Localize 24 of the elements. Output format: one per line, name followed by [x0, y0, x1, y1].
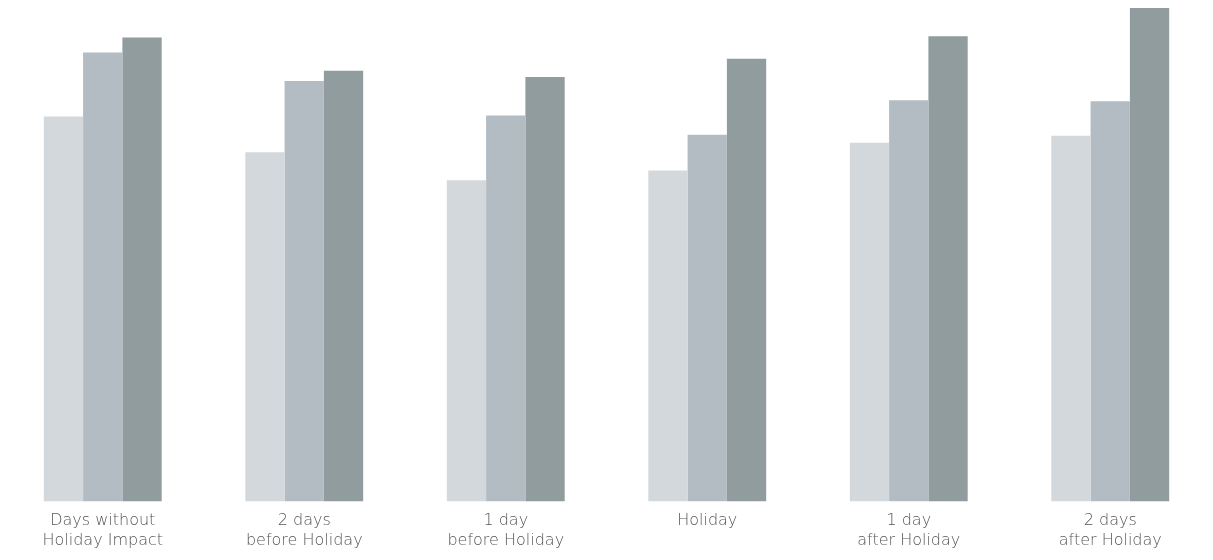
- x-tick-label: 2 days before Holiday: [245, 510, 363, 549]
- x-tick-label: Days without Holiday Impact: [42, 510, 164, 549]
- x-tick-label: 1 day before Holiday: [447, 510, 565, 549]
- bar: [284, 81, 324, 502]
- x-tick-label: 1 day after Holiday: [857, 510, 961, 549]
- bar: [1051, 135, 1091, 502]
- bar: [849, 142, 890, 502]
- bar: [486, 115, 526, 502]
- bar: [83, 52, 123, 502]
- bar: [446, 180, 487, 502]
- x-tick-label: Holiday: [677, 510, 738, 530]
- bar: [1129, 8, 1170, 502]
- bar: [525, 77, 565, 502]
- bar: [1090, 101, 1130, 502]
- x-tick-label: 2 days after Holiday: [1058, 510, 1162, 549]
- bar: [687, 134, 727, 502]
- bar: [648, 170, 688, 502]
- bar: [928, 36, 968, 502]
- bar: [323, 70, 364, 502]
- bar: [726, 58, 767, 502]
- bar: [122, 37, 162, 502]
- bar: [43, 116, 84, 502]
- bar: [245, 152, 285, 502]
- bar: [889, 100, 929, 502]
